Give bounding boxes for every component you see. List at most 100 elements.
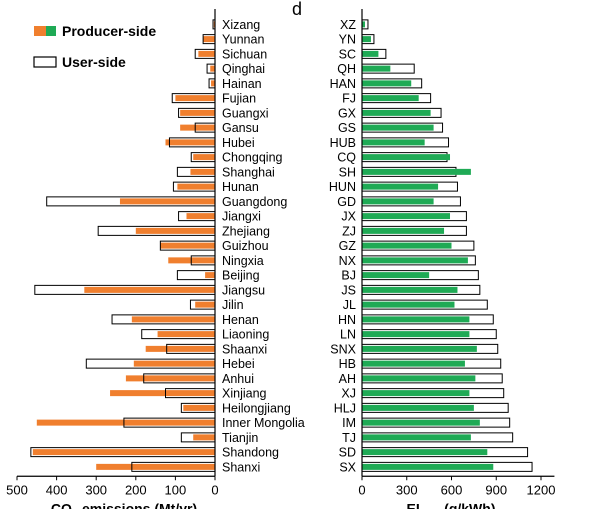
left-x-tick-label-500: 500	[6, 482, 28, 497]
producer-bar-zj	[362, 227, 445, 234]
category-label-fujian: Fujian	[222, 92, 256, 106]
category-label-fj: FJ	[342, 92, 356, 106]
category-label-jx: JX	[341, 210, 356, 224]
producer-bar-hb	[362, 360, 465, 367]
producer-bar-shandong	[32, 449, 216, 456]
right-x-tick-label-900: 900	[485, 482, 507, 497]
category-label-qinghai: Qinghai	[222, 62, 265, 76]
producer-bar-hubei	[165, 139, 215, 146]
category-label-gx: GX	[338, 106, 357, 120]
legend-producer-label: Producer-side	[62, 23, 156, 39]
producer-bar-xinjiang	[110, 390, 215, 397]
left-x-tick-label-300: 300	[85, 482, 107, 497]
category-label-im: IM	[342, 416, 356, 430]
producer-bar-js	[362, 286, 458, 293]
category-label-tianjin: Tianjin	[222, 431, 258, 445]
category-label-gz: GZ	[339, 239, 357, 253]
category-label-xj: XJ	[341, 387, 356, 401]
left-x-tick-label-400: 400	[46, 482, 68, 497]
category-label-yunnan: Yunnan	[222, 33, 264, 47]
category-label-heilongjiang: Heilongjiang	[222, 401, 291, 415]
producer-bar-jx	[362, 213, 451, 220]
category-label-hunan: Hunan	[222, 180, 259, 194]
producer-bar-qinghai	[210, 65, 215, 72]
category-label-ah: AH	[339, 372, 356, 386]
category-label-sichuan: Sichuan	[222, 47, 267, 61]
category-label-jiangxi: Jiangxi	[222, 210, 261, 224]
producer-bar-sh	[362, 168, 471, 175]
left-x-axis-title: CO₂ emissions (Mt/yr)	[51, 500, 197, 509]
producer-bar-ln	[362, 331, 470, 338]
category-label-ningxia: Ningxia	[222, 254, 264, 268]
producer-bar-im	[362, 419, 480, 426]
category-label-anhui: Anhui	[222, 372, 254, 386]
producer-bar-sx	[362, 463, 494, 470]
category-label-sx: SX	[339, 460, 356, 474]
producer-bar-cq	[362, 154, 451, 161]
category-label-xz: XZ	[340, 18, 356, 32]
producer-bar-jiangxi	[186, 213, 215, 220]
legend-user-swatch	[33, 56, 57, 68]
producer-bar-han	[362, 80, 412, 87]
producer-bar-fj	[362, 95, 419, 102]
category-label-henan: Henan	[222, 313, 259, 327]
category-label-jiangsu: Jiangsu	[222, 283, 265, 297]
legend-producer-swatch-orange	[34, 26, 46, 36]
category-label-bj: BJ	[341, 269, 356, 283]
right-x-tick-label-600: 600	[441, 482, 463, 497]
producer-bar-xj	[362, 390, 470, 397]
category-label-hb: HB	[339, 357, 356, 371]
category-label-ln: LN	[340, 328, 356, 342]
producer-bar-sd	[362, 449, 488, 456]
category-label-cq: CQ	[337, 151, 356, 165]
producer-bar-nx	[362, 257, 468, 264]
right-panel-intensity: XZYNSCQHHANFJGXGSHUBCQSHHUNGDJXZJGZNXBJJ…	[329, 9, 556, 509]
producer-bar-jl	[362, 301, 455, 308]
producer-bar-tianjin	[193, 434, 215, 441]
producer-bar-liaoning	[157, 331, 215, 338]
producer-bar-yunnan	[203, 36, 215, 43]
category-label-liaoning: Liaoning	[222, 328, 269, 342]
category-label-yn: YN	[339, 33, 356, 47]
category-label-hebei: Hebei	[222, 357, 255, 371]
producer-bar-ah	[362, 375, 476, 382]
category-label-shanghai: Shanghai	[222, 165, 275, 179]
producer-bar-jiangsu	[84, 286, 215, 293]
category-label-shaanxi: Shaanxi	[222, 342, 267, 356]
category-label-shandong: Shandong	[222, 446, 279, 460]
category-label-jilin: Jilin	[222, 298, 244, 312]
producer-bar-tj	[362, 434, 471, 441]
right-x-tick-label-0: 0	[358, 482, 365, 497]
left-x-tick-label-200: 200	[125, 482, 147, 497]
right-x-tick-label-300: 300	[396, 482, 418, 497]
legend-user-label: User-side	[62, 54, 126, 70]
left-x-tick-label-0: 0	[211, 482, 218, 497]
producer-bar-bj	[362, 272, 430, 279]
producer-bar-guangxi	[180, 109, 215, 116]
producer-bar-chongqing	[193, 154, 215, 161]
producer-bar-sichuan	[198, 50, 215, 57]
category-label-gansu: Gansu	[222, 121, 259, 135]
producer-bar-hn	[362, 316, 470, 323]
producer-bar-gz	[362, 242, 452, 249]
producer-bar-jilin	[195, 301, 215, 308]
category-label-shanxi: Shanxi	[222, 460, 260, 474]
producer-bar-hebei	[133, 360, 215, 367]
category-label-nx: NX	[339, 254, 357, 268]
producer-bar-gd	[362, 198, 434, 205]
right-x-tick-label-1200: 1200	[527, 482, 556, 497]
category-label-zhejiang: Zhejiang	[222, 224, 270, 238]
producer-bar-yn	[362, 36, 371, 43]
producer-bar-shanghai	[190, 168, 215, 175]
category-label-beijing: Beijing	[222, 269, 260, 283]
producer-bar-inner-mongolia	[36, 419, 215, 426]
category-label-han: HAN	[330, 77, 356, 91]
producer-bar-xz	[362, 21, 365, 28]
category-label-hn: HN	[338, 313, 356, 327]
category-label-sc: SC	[339, 47, 356, 61]
legend: Producer-side User-side	[33, 23, 156, 70]
producer-bar-heilongjiang	[183, 404, 215, 411]
category-label-qh: QH	[337, 62, 356, 76]
producer-bar-hunan	[177, 183, 215, 190]
producer-bar-beijing	[205, 272, 215, 279]
